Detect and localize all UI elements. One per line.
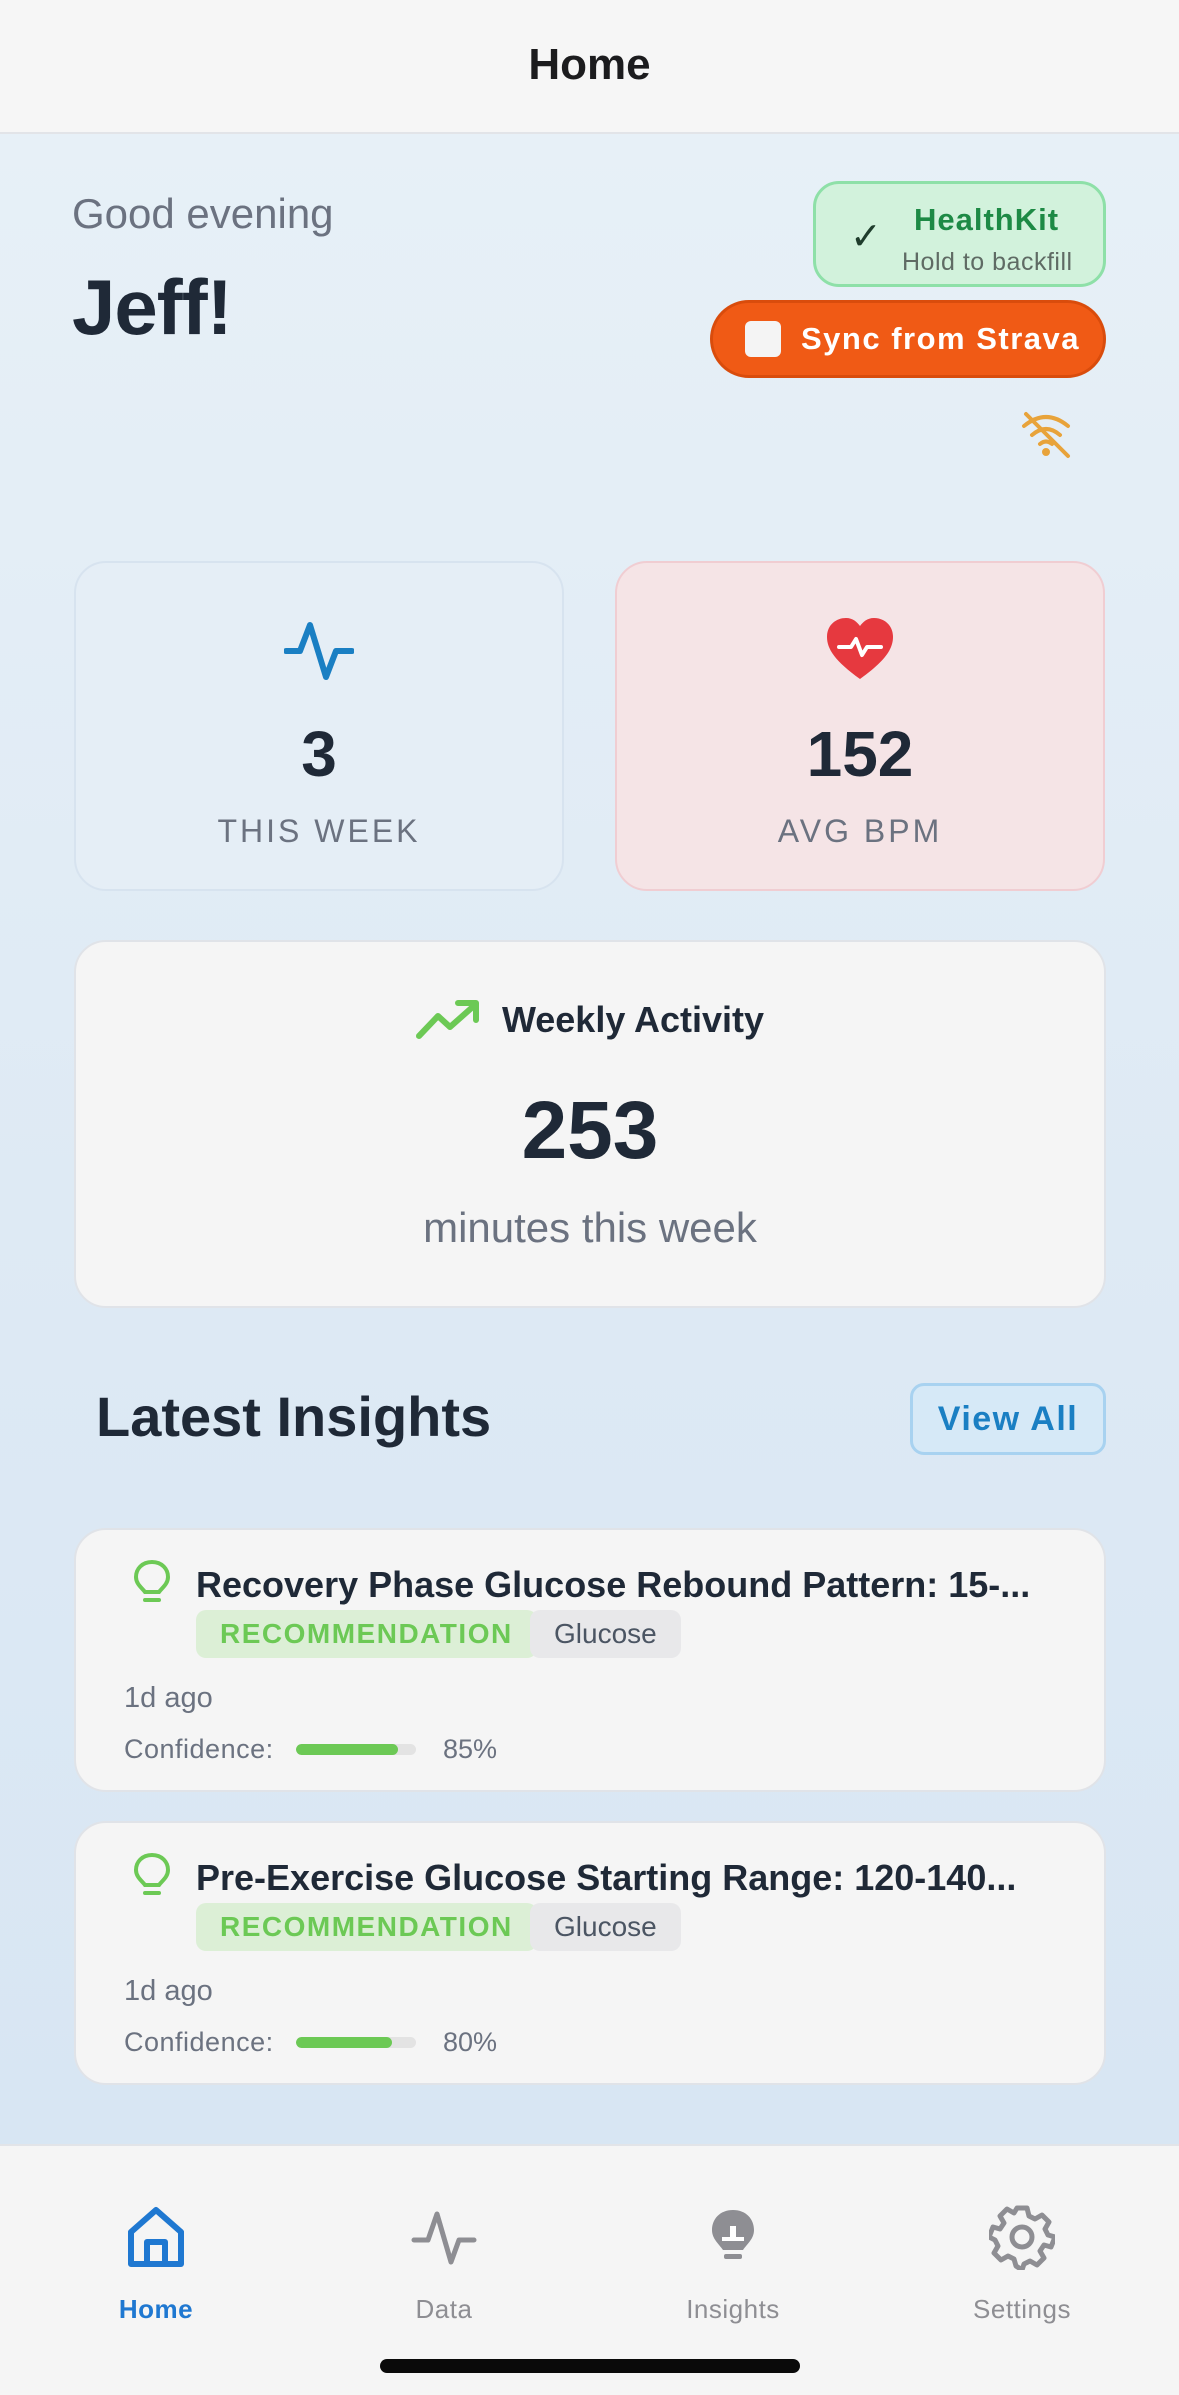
trending-up-icon <box>415 1000 479 1039</box>
confidence-bar-fill <box>296 1744 398 1755</box>
tab-settings[interactable]: Settings <box>922 2204 1122 2325</box>
weekly-activity-unit: minutes this week <box>423 1204 757 1251</box>
confidence-label: Confidence: <box>124 2027 274 2057</box>
confidence-label: Confidence: <box>124 1734 274 1764</box>
tab-bar: Home Data Insights Settings <box>0 2144 1179 2395</box>
weekly-activity-title: Weekly Activity <box>501 999 765 1040</box>
healthkit-title: HealthKit <box>914 202 1060 237</box>
insight-title: Recovery Phase Glucose Rebound Pattern: … <box>196 1564 1031 1605</box>
tab-home[interactable]: Home <box>56 2204 256 2325</box>
sync-strava-label: Sync from Strava <box>801 321 1080 356</box>
home-indicator[interactable] <box>380 2359 800 2373</box>
tab-insights-label: Insights <box>686 2294 780 2324</box>
stat-card-avg-bpm[interactable]: 152 AVG BPM <box>615 561 1105 891</box>
home-icon <box>128 2207 184 2267</box>
insight-type-badge: RECOMMENDATION <box>196 1610 537 1658</box>
insight-type-badge: RECOMMENDATION <box>196 1903 537 1951</box>
tab-data-label: Data <box>415 2294 473 2324</box>
nav-bar: Home <box>0 0 1179 134</box>
weekly-activity-value: 253 <box>521 1085 659 1176</box>
healthkit-subtitle: Hold to backfill <box>902 248 1073 276</box>
greeting-name: Jeff! <box>72 263 233 351</box>
healthkit-status-button[interactable]: ✓ HealthKit Hold to backfill <box>813 181 1106 287</box>
confidence-bar-fill <box>296 2037 392 2048</box>
home-scroll-view[interactable]: Good evening Jeff! ✓ HealthKit Hold to b… <box>0 134 1179 2144</box>
greeting-salutation: Good evening <box>72 190 334 237</box>
heart-pulse-icon <box>827 618 893 679</box>
insight-timestamp: 1d ago <box>124 1682 213 1714</box>
sync-strava-button[interactable]: Sync from Strava <box>710 300 1106 378</box>
gear-icon <box>989 2205 1055 2270</box>
confidence-value: 85% <box>443 1734 498 1764</box>
insight-timestamp: 1d ago <box>124 1975 213 2007</box>
checkmark-icon: ✓ <box>850 216 882 258</box>
insight-card[interactable]: Pre-Exercise Glucose Starting Range: 120… <box>74 1821 1106 2085</box>
tab-settings-label: Settings <box>973 2294 1071 2324</box>
confidence-value: 80% <box>443 2027 498 2057</box>
stat-card-this-week[interactable]: 3 THIS WEEK <box>74 561 564 891</box>
view-all-button[interactable]: View All <box>910 1383 1106 1455</box>
stat-bpm-value: 152 <box>806 718 914 790</box>
insight-title: Pre-Exercise Glucose Starting Range: 120… <box>196 1857 1017 1898</box>
confidence-bar <box>296 1744 416 1755</box>
lightbulb-icon <box>712 2210 754 2259</box>
weekly-activity-header: Weekly Activity <box>76 998 1104 1042</box>
weekly-activity-card[interactable]: Weekly Activity 253 minutes this week <box>74 940 1106 1308</box>
stat-bpm-label: AVG BPM <box>777 813 943 849</box>
latest-insights-heading: Latest Insights <box>96 1385 492 1448</box>
insight-category-badge: Glucose <box>530 1903 681 1951</box>
insight-card[interactable]: Recovery Phase Glucose Rebound Pattern: … <box>74 1528 1106 1792</box>
tab-home-label: Home <box>118 2294 194 2324</box>
wifi-off-icon[interactable] <box>1018 406 1074 462</box>
strava-checkbox-icon <box>745 321 781 357</box>
lightbulb-icon <box>133 1852 171 1895</box>
tab-insights[interactable]: Insights <box>633 2204 833 2325</box>
nav-title: Home <box>528 40 651 89</box>
stat-week-label: THIS WEEK <box>217 813 421 849</box>
confidence-bar <box>296 2037 416 2048</box>
stat-week-value: 3 <box>301 718 337 790</box>
lightbulb-icon <box>133 1559 171 1602</box>
activity-pulse-icon <box>284 622 354 680</box>
activity-icon <box>411 2211 477 2265</box>
tab-data[interactable]: Data <box>344 2204 544 2325</box>
insight-category-badge: Glucose <box>530 1610 681 1658</box>
